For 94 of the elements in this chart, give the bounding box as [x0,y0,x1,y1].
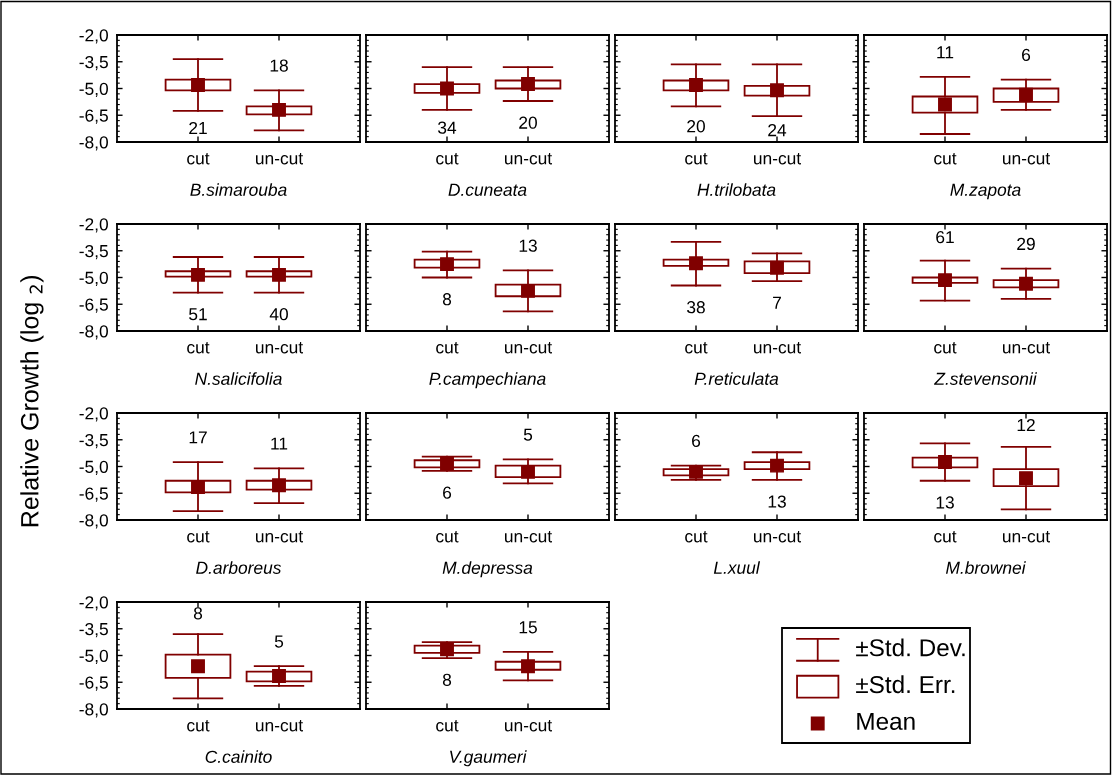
text: Mean [857,713,915,730]
text: ±Std. Dev. [856,638,965,657]
x-tick-label: un-cut [256,720,303,732]
x-axis-title: D.arboreus [196,561,282,574]
y-tick-label: -6,5 [79,676,108,691]
x-axis-title: P.campechiana [429,372,546,389]
annotation: 13 [936,496,954,509]
x-tick-label: un-cut [754,342,801,354]
x-tick-label: un-cut [505,531,552,543]
y-tick-label: -5,0 [79,649,108,665]
y-tick-label: -8,0 [79,514,108,529]
annotation: 21 [189,121,207,135]
y-tick-label: -8,0 [79,136,108,151]
x-tick-label: un-cut [1003,531,1050,543]
x-tick-label: cut [934,531,957,543]
annotation: 29 [1017,237,1035,251]
annotation: 13 [768,495,786,508]
annotation: 12 [1017,418,1035,432]
x-tick-label: cut [685,342,708,354]
x-tick-label: cut [187,342,210,354]
annotation: 11 [937,46,954,59]
annotation: 24 [768,124,787,137]
annotation: 34 [438,121,457,134]
x-tick-label: un-cut [256,153,303,165]
y-tick-label: -8,0 [79,703,108,718]
annotation: 13 [519,239,537,252]
annotation: 5 [274,635,284,648]
x-axis-title: H.trilobata [697,183,776,196]
x-tick-label: un-cut [256,531,303,543]
y-tick-label: -6,5 [79,109,108,124]
y-tick-label: -2,0 [79,29,108,44]
x-tick-label: un-cut [505,153,552,165]
x-axis-title: P.reticulata [694,372,779,385]
x-axis-title: Z.stevensonii [934,372,1038,385]
x-axis-title: M.zapota [950,183,1021,200]
y-tick-label: -2,0 [79,596,108,611]
x-tick-label: un-cut [505,720,552,732]
annotation: 5 [523,428,533,441]
annotation: 7 [773,296,781,309]
x-tick-label: cut [436,342,459,354]
x-tick-label: un-cut [754,153,801,165]
annotation: 11 [271,437,288,450]
annotation: 38 [687,301,705,314]
x-tick-label: cut [436,153,459,165]
text: ±Std. Err. [856,675,955,694]
x-axis-title: B.simarouba [190,183,287,196]
x-tick-label: cut [934,153,957,165]
x-tick-label: un-cut [754,531,801,543]
annotation: 6 [692,434,701,448]
x-axis-title: V.gaumeri [450,750,527,767]
x-tick-label: cut [187,153,210,165]
x-tick-label: un-cut [505,342,552,354]
x-axis-title: L.xuul [713,561,761,574]
annotation: 20 [687,120,705,133]
annotation: 8 [442,293,452,306]
y-tick-label: -2,0 [79,407,108,422]
y-tick-label: -5,0 [79,82,108,98]
y-tick-label: -3,5 [79,433,108,449]
annotation: 15 [519,621,537,634]
annotation: 61 [936,230,954,244]
annotation: 18 [270,59,288,72]
x-tick-label: un-cut [1003,342,1050,354]
y-tick-label: -6,5 [79,298,108,313]
x-axis-title: M.depressa [442,561,533,578]
y-tick-label: -2,0 [79,218,108,233]
x-tick-label: cut [187,720,210,732]
y-tick-label: -5,0 [79,271,108,287]
x-tick-label: un-cut [1003,153,1050,165]
annotation: 6 [1022,48,1031,62]
x-axis-title: N.salicifolia [195,372,282,385]
x-axis-title: M.brownei [946,561,1026,574]
x-tick-label: cut [187,531,210,543]
annotation: 17 [189,431,207,444]
x-tick-label: cut [685,153,708,165]
y-axis-title: Relative Growth (log $_{2}$) [20,275,44,527]
x-axis-title: C.cainito [205,750,272,763]
y-tick-label: -6,5 [79,487,108,502]
annotation: 8 [193,607,203,620]
y-tick-label: -3,5 [79,244,108,260]
x-tick-label: cut [436,531,459,543]
x-tick-label: cut [934,342,957,354]
x-tick-label: cut [436,720,459,732]
y-tick-label: -8,0 [79,325,108,340]
annotation: 8 [442,673,452,687]
y-tick-label: -5,0 [79,460,108,476]
annotation: 6 [443,486,452,499]
annotation: 20 [519,116,537,129]
x-axis-title: D.cuneata [448,183,527,196]
x-tick-label: cut [685,531,708,543]
y-tick-label: -3,5 [79,55,108,71]
annotation: 51 [189,308,207,321]
annotation: 40 [269,308,288,321]
x-tick-label: un-cut [256,342,303,354]
y-tick-label: -3,5 [79,622,108,638]
